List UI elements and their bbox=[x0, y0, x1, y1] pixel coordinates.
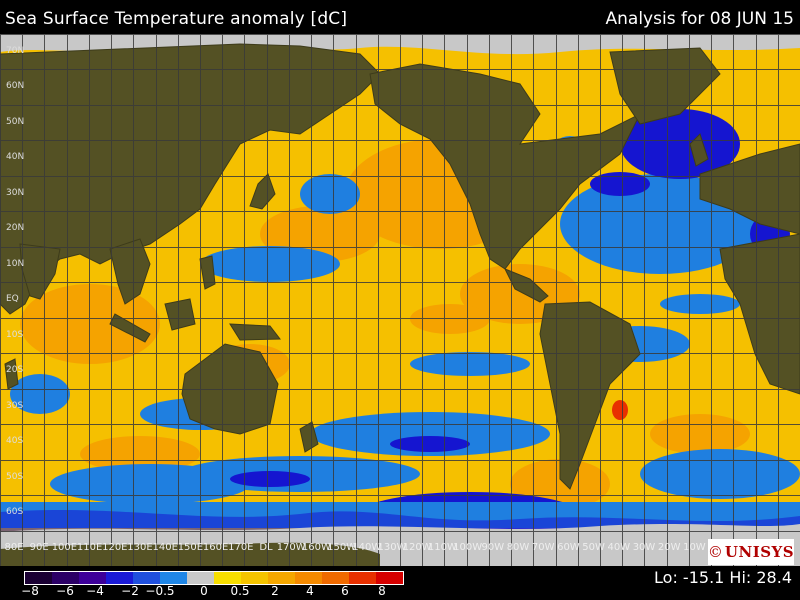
color-swatch bbox=[133, 572, 160, 584]
color-swatch bbox=[241, 572, 268, 584]
color-scale-label: 6 bbox=[341, 584, 349, 598]
color-scale-label: 8 bbox=[378, 584, 386, 598]
color-swatch bbox=[160, 572, 187, 584]
graticule-grid bbox=[0, 34, 800, 566]
color-scale-label: −6 bbox=[56, 584, 74, 598]
sst-anomaly-map[interactable]: 80E 90E 100E 110E 120E 130E 140E 150E 160E 170E DL… bbox=[0, 34, 800, 566]
borneo bbox=[164, 298, 196, 331]
color-scale-label: 4 bbox=[306, 584, 314, 598]
analysis-date: Analysis for 08 JUN 15 bbox=[605, 9, 794, 29]
map-canvas bbox=[0, 34, 800, 566]
madagascar bbox=[4, 358, 19, 390]
logo-text: UNISYS bbox=[724, 543, 795, 561]
color-scale bbox=[24, 571, 404, 585]
color-swatch bbox=[79, 572, 106, 584]
color-scale-label: −0.5 bbox=[145, 584, 175, 598]
color-scale-label: −8 bbox=[21, 584, 39, 598]
indochina bbox=[109, 238, 151, 305]
central-america bbox=[503, 268, 549, 303]
unisys-logo: © UNISYS bbox=[708, 539, 794, 565]
south-america bbox=[539, 301, 641, 490]
north-america bbox=[369, 63, 642, 270]
color-scale-label: 2 bbox=[271, 584, 279, 598]
color-scale-label: −2 bbox=[121, 584, 139, 598]
color-swatch bbox=[295, 572, 322, 584]
color-swatch bbox=[52, 572, 79, 584]
color-swatch bbox=[349, 572, 376, 584]
header-bar: Sea Surface Temperature anomaly [dC] Ana… bbox=[0, 0, 800, 34]
color-scale-label: 0 bbox=[200, 584, 208, 598]
antarctica-land bbox=[0, 542, 380, 566]
philippines bbox=[199, 255, 216, 290]
color-swatch bbox=[106, 572, 133, 584]
color-swatch bbox=[187, 572, 214, 584]
map-title: Sea Surface Temperature anomaly [dC] bbox=[5, 9, 348, 29]
british-isles bbox=[689, 133, 709, 167]
lo-hi-values: Lo: -15.1 Hi: 28.4 bbox=[654, 568, 792, 587]
color-scale-label: 0.5 bbox=[230, 584, 250, 598]
color-swatch bbox=[25, 572, 52, 584]
color-swatch bbox=[322, 572, 349, 584]
color-scale-label: −4 bbox=[86, 584, 104, 598]
color-swatch bbox=[268, 572, 295, 584]
copyright-symbol: © bbox=[707, 543, 723, 561]
color-swatch bbox=[214, 572, 241, 584]
legend-bar: −8 −6 −4 −2 −0.5 0 0.5 2 4 6 8 © UNISYS Lo: -15.1 … bbox=[0, 539, 800, 600]
color-scale-labels: −8 −6 −4 −2 −0.5 0 0.5 2 4 6 8 bbox=[0, 584, 420, 600]
color-swatch bbox=[376, 572, 403, 584]
japan bbox=[249, 173, 276, 210]
